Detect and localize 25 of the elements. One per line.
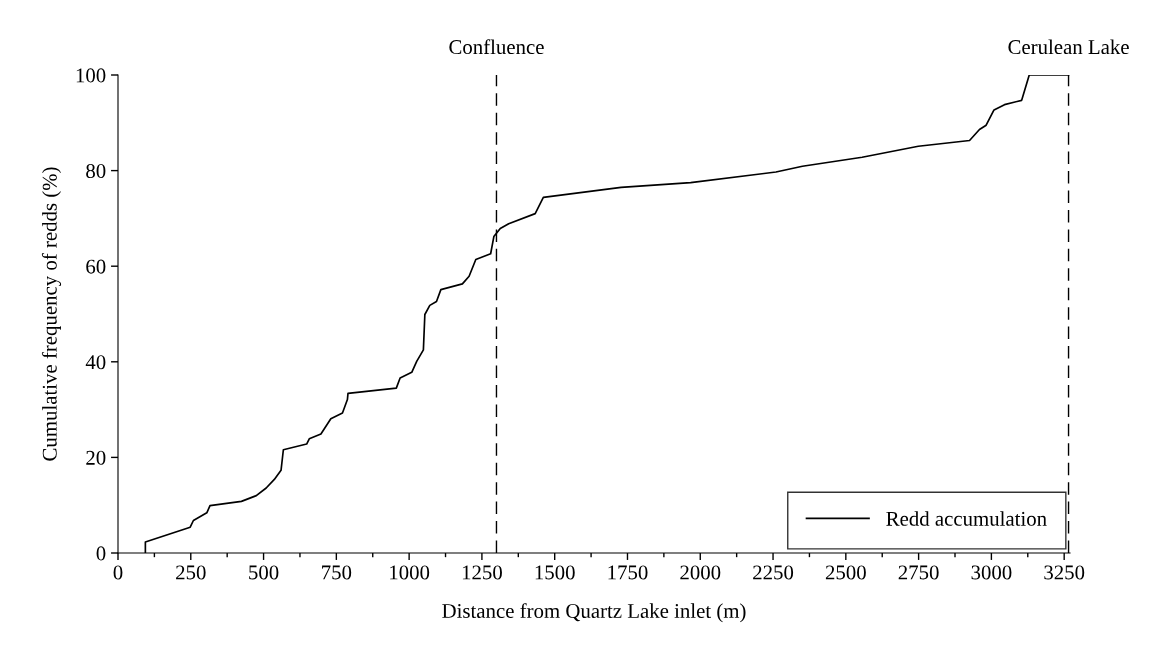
y-tick-label: 0 (96, 546, 106, 561)
x-tick-label: 1250 (462, 565, 502, 580)
x-tick-label: 2000 (680, 565, 721, 580)
y-axis-title: Cumulative frequency of redds (%) (41, 167, 62, 461)
ref-line-label: Cerulean Lake (1008, 39, 1129, 55)
x-tick-label: 3000 (971, 565, 1012, 580)
ref-line-label: Confluence (449, 39, 544, 55)
x-tick-label: 250 (176, 565, 206, 580)
x-tick-label: 2500 (825, 565, 866, 580)
y-tick-label: 60 (86, 259, 106, 274)
x-tick-label: 1750 (608, 565, 648, 580)
x-tick-label: 2750 (898, 565, 939, 580)
legend-label: Redd accumulation (886, 511, 1047, 526)
x-tick-label: 1000 (390, 565, 430, 580)
x-tick-label: 0 (113, 565, 123, 580)
x-tick-label: 750 (322, 565, 352, 580)
x-tick-label: 3250 (1044, 565, 1085, 580)
x-tick-label: 1500 (535, 565, 575, 580)
x-tick-label: 500 (249, 565, 279, 580)
y-tick-label: 80 (86, 163, 106, 179)
y-tick-label: 20 (86, 450, 106, 465)
x-tick-label: 2250 (753, 565, 794, 580)
x-axis-title: Distance from Quartz Lake inlet (m) (442, 603, 746, 623)
y-tick-label: 100 (76, 68, 106, 83)
y-tick-label: 40 (85, 355, 106, 370)
